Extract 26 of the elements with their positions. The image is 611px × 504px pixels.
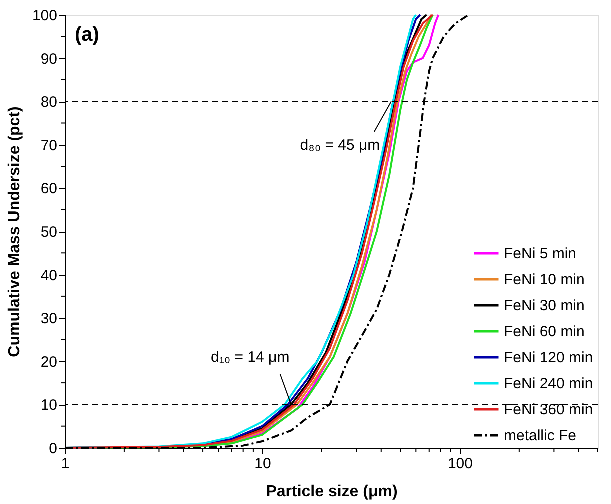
legend-label: FeNi 30 min — [504, 298, 585, 314]
legend-label: FeNi 10 min — [504, 272, 585, 288]
x-tick-label: 10 — [254, 456, 272, 472]
annotation: d₁₀ = 14 μm — [210, 349, 290, 366]
x-tick-label: 1 — [61, 456, 70, 472]
y-tick-label: 100 — [32, 8, 58, 24]
y-tick-label: 10 — [40, 397, 58, 414]
y-tick-label: 90 — [40, 50, 58, 68]
x-tick-label: 100 — [448, 456, 473, 472]
y-tick-label: 0 — [49, 440, 58, 458]
y-axis-title: Cumulative Mass Undersize (pct) — [6, 106, 24, 358]
x-axis-title: Particle size (μm) — [266, 484, 398, 500]
y-tick-label: 80 — [40, 94, 58, 112]
legend-label: FeNi 240 min — [504, 376, 594, 392]
legend-label: FeNi 120 min — [504, 350, 594, 366]
legend-label: FeNi 5 min — [504, 246, 577, 262]
y-tick-label: 50 — [40, 224, 58, 241]
y-tick-label: 20 — [40, 354, 58, 371]
y-tick-label: 60 — [40, 180, 58, 198]
annotation: (a) — [75, 24, 100, 46]
legend-label: metallic Fe — [504, 428, 577, 444]
y-tick-label: 30 — [40, 310, 58, 328]
y-tick-label: 70 — [40, 137, 58, 154]
annotation: d₈₀ = 45 μm — [300, 136, 380, 154]
y-tick-label: 40 — [40, 267, 58, 284]
legend-label: FeNi 60 min — [504, 324, 585, 340]
